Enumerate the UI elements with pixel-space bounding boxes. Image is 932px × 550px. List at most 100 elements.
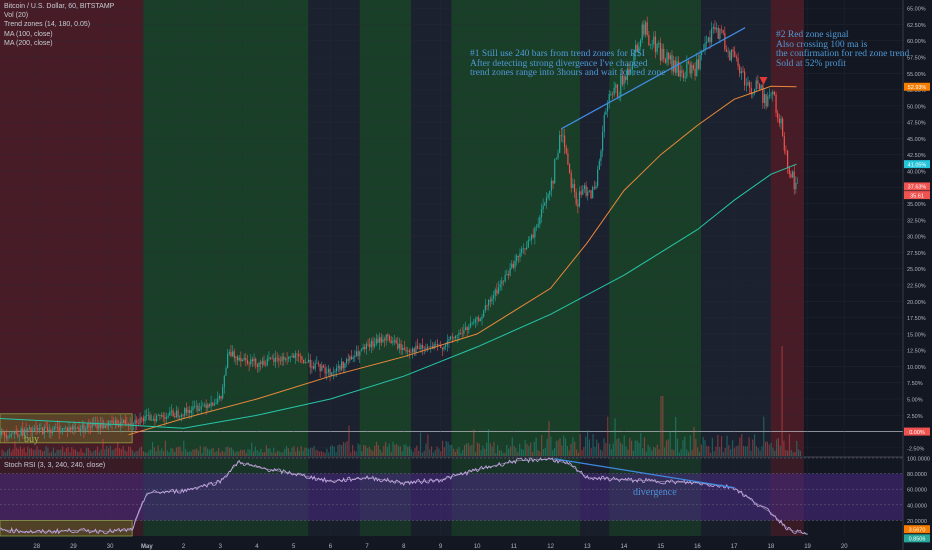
volume-bar: [285, 446, 288, 456]
volume-bar: [168, 452, 170, 456]
candle-body: [677, 61, 680, 77]
candle-body: [103, 422, 105, 428]
volume-bar: [155, 451, 157, 456]
candle-body: [283, 356, 285, 360]
volume-bar: [537, 450, 539, 456]
candle-body: [663, 48, 665, 59]
candle-body: [547, 194, 549, 198]
volume-bar: [511, 437, 513, 456]
candle-body: [659, 42, 662, 61]
candle-body: [512, 263, 515, 268]
candle-body: [557, 152, 559, 159]
candle-body: [575, 192, 577, 205]
candle-body: [53, 427, 55, 431]
legend-volume: Vol (20): [4, 12, 29, 20]
candle-body: [327, 368, 329, 373]
volume-bar: [682, 440, 684, 456]
candle-body: [276, 357, 278, 359]
x-tick-label: 12: [547, 544, 554, 550]
candle-body: [70, 427, 72, 430]
volume-bar: [390, 451, 392, 456]
candle-body: [106, 425, 108, 427]
candle-body: [583, 185, 586, 189]
volume-bar: [361, 451, 363, 456]
candle-body: [519, 253, 521, 257]
candle-body: [392, 341, 394, 343]
volume-bar: [388, 443, 390, 456]
volume-bar: [456, 448, 458, 456]
volume-bar: [5, 452, 7, 456]
volume-bar: [364, 445, 367, 456]
volume-bar: [787, 450, 789, 456]
y-tick-label: 45.00%: [907, 137, 926, 143]
candle-body: [379, 337, 381, 343]
candle-body: [15, 432, 17, 435]
candle-body: [96, 422, 98, 429]
candle-body: [243, 357, 245, 360]
candle-body: [739, 66, 741, 74]
annotation-note-1: #1 Still use 240 bars from trend zones f…: [470, 49, 665, 79]
candle-body: [464, 327, 467, 330]
candle-body: [303, 359, 305, 363]
volume-bar: [307, 448, 310, 456]
candle-body: [284, 358, 287, 360]
candle-body: [560, 135, 562, 137]
candle-body: [7, 436, 9, 438]
candle-body: [539, 216, 541, 225]
candle-body: [668, 52, 670, 60]
volume-bar: [427, 434, 429, 456]
volume-bar: [522, 449, 524, 456]
volume-bar: [574, 441, 576, 456]
candle-body: [250, 359, 252, 365]
volume-bar: [322, 452, 324, 456]
volume-bar: [460, 452, 462, 456]
candle-body: [494, 289, 496, 296]
volume-bar: [240, 449, 242, 456]
candle-body: [175, 410, 178, 418]
candle-body: [385, 334, 387, 341]
volume-bar: [146, 452, 148, 456]
x-tick-label: 3: [219, 544, 223, 550]
volume-bar: [530, 442, 532, 456]
volume-bar: [748, 437, 750, 456]
candle-body: [369, 344, 371, 348]
candle-body: [692, 65, 695, 69]
candle-body: [349, 356, 351, 361]
volume-bar: [399, 446, 401, 456]
volume-bar: [642, 448, 644, 456]
volume-bar: [720, 436, 723, 456]
y-tick-label: 25.00%: [907, 267, 926, 273]
candle-body: [304, 362, 306, 363]
volume-bar: [486, 442, 488, 456]
volume-bar: [730, 449, 732, 456]
volume-bar: [23, 447, 25, 456]
price-tag: [904, 82, 930, 91]
y-tick-label: 22.50%: [907, 284, 926, 290]
candle-body: [504, 275, 506, 282]
candle-body: [767, 96, 769, 107]
candle-body: [93, 423, 95, 426]
price-tag-text: 52.93%: [908, 85, 927, 91]
candle-body: [758, 84, 761, 90]
volume-bar: [205, 446, 207, 456]
volume-bar: [76, 451, 78, 456]
candle-body: [342, 361, 344, 369]
volume-bar: [331, 445, 334, 456]
candle-body: [463, 329, 465, 334]
candle-body: [492, 295, 495, 299]
candle-body: [56, 427, 59, 428]
stoch-value-tag: [904, 525, 930, 534]
volume-bar: [676, 438, 679, 456]
volume-bar: [60, 449, 62, 456]
candle-body: [364, 347, 366, 349]
volume-bar: [52, 447, 55, 456]
volume-bar: [546, 438, 548, 456]
volume-bar: [702, 436, 704, 456]
candle-body: [319, 364, 321, 372]
candle-body: [744, 71, 746, 86]
volume-bar: [232, 449, 234, 456]
volume-bar: [788, 434, 791, 456]
y-tick-label: 30.00%: [907, 235, 926, 241]
volume-bar: [506, 444, 508, 456]
